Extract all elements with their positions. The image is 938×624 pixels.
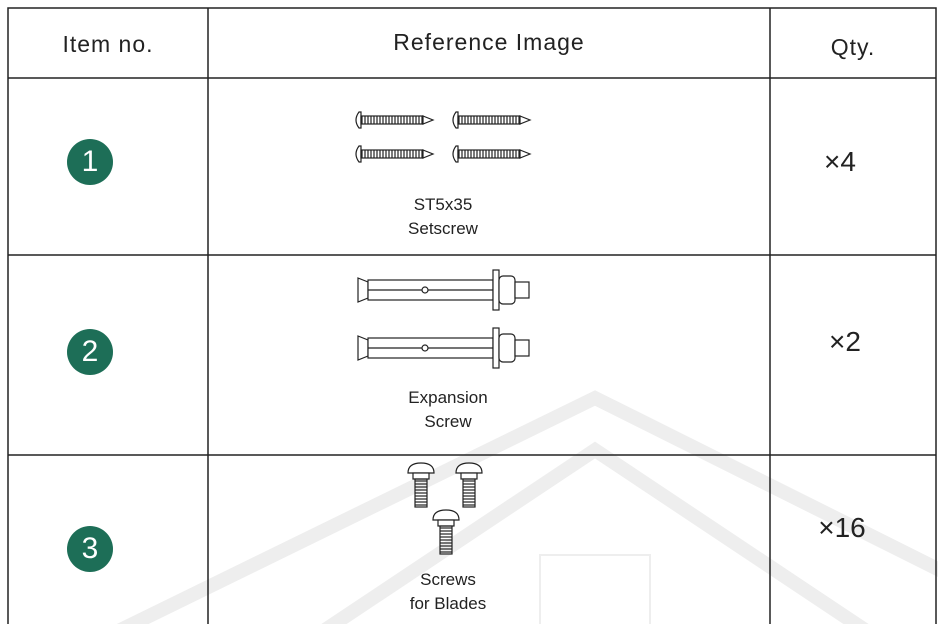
caption-line: Screw xyxy=(424,412,472,431)
item-number: 2 xyxy=(67,329,113,375)
quantity: ×4 xyxy=(824,146,856,177)
setscrew-image xyxy=(355,111,531,163)
watermark xyxy=(116,390,938,624)
header-cell: Item no. xyxy=(62,31,154,57)
expansion-screw-image xyxy=(357,269,530,369)
caption-line: Setscrew xyxy=(408,219,478,238)
caption: Expansion Screw xyxy=(348,386,548,434)
caption: ST5x35 Setscrew xyxy=(343,193,543,241)
grid xyxy=(7,7,937,624)
caption-line: Expansion xyxy=(408,388,488,407)
caption-line: Screws xyxy=(420,570,476,589)
item-number: 1 xyxy=(67,139,113,185)
caption-line: for Blades xyxy=(409,594,487,613)
header-cell: Reference Image xyxy=(393,29,585,55)
header-cell: Qty. xyxy=(830,34,876,60)
quantity: ×2 xyxy=(829,326,861,357)
caption: Screws for Blades xyxy=(348,568,548,616)
quantity: ×16 xyxy=(818,512,866,543)
caption-line: ST5x35 xyxy=(413,195,473,214)
item-number: 3 xyxy=(67,526,113,572)
